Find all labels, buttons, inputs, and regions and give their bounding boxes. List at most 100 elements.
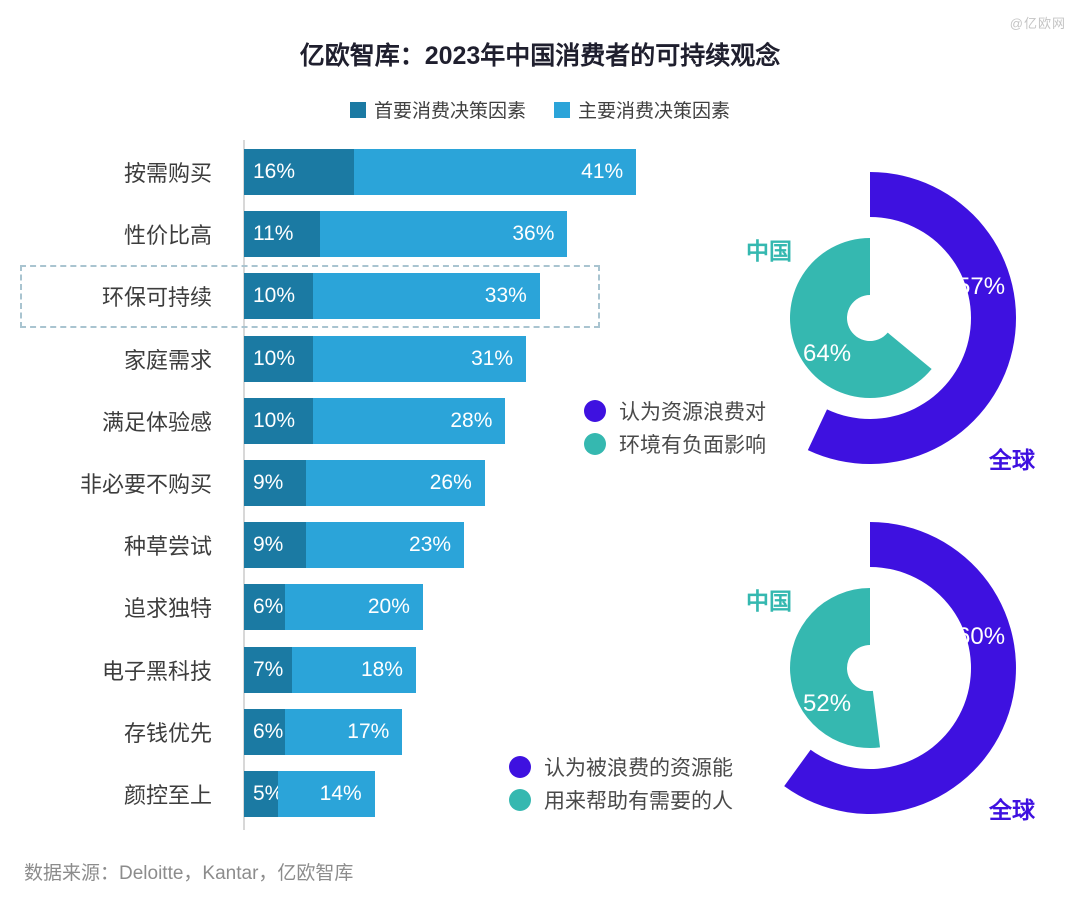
global-dot-icon: [584, 400, 606, 422]
bar-rows: 按需购买 16% 41% 性价比高 11% 36% 环保可持续 10% 33% 家庭需求 10% 31…: [0, 141, 660, 825]
legend-item-primary: 首要消费决策因素: [349, 96, 526, 123]
primary-segment: 10%: [244, 273, 313, 320]
global-ring: [784, 522, 1016, 814]
donut-1-legend-line-1: 认为资源浪费对: [619, 401, 766, 424]
primary-value-label: 10%: [253, 284, 296, 308]
category-label: 颜控至上: [123, 782, 212, 808]
donut-1-global-label: 全球: [989, 447, 1035, 473]
donut-2-legend: 认为被浪费的资源能 用来帮助有需要的人: [509, 752, 733, 815]
stacked-bar: 6% 20%: [244, 584, 423, 631]
secondary-segment: 28%: [312, 397, 506, 444]
primary-value-label: 6%: [253, 719, 284, 743]
category-label: 满足体验感: [101, 409, 212, 435]
primary-segment: 7%: [244, 646, 293, 693]
data-source: 数据来源：Deloitte，Kantar，亿欧智库: [24, 863, 354, 884]
donut-1-legend-row-1: 认为资源浪费对: [584, 396, 766, 426]
category-label: 非必要不购买: [79, 472, 212, 498]
donut-1-legend: 认为资源浪费对 环境有负面影响: [584, 396, 766, 459]
primary-value-label: 6%: [253, 595, 284, 619]
donut-2-legend-row-1: 认为被浪费的资源能: [509, 752, 733, 782]
primary-value-label: 11%: [253, 222, 294, 246]
donut-2-china-label: 中国: [746, 588, 792, 614]
china-dot-icon: [584, 433, 606, 455]
stacked-bar: 5% 14%: [244, 770, 375, 817]
primary-segment: 10%: [244, 397, 313, 444]
secondary-value-label: 18%: [360, 657, 403, 681]
primary-legend-label: 首要消费决策因素: [373, 101, 526, 122]
category-label: 环保可持续: [101, 285, 212, 311]
donut-chart-2: 中国 60% 52% 全球: [710, 508, 1035, 828]
primary-value-label: 7%: [253, 657, 284, 681]
page-title: 亿欧智库：2023年中国消费者的可持续观念: [299, 42, 781, 70]
stacked-bar: 11% 36%: [244, 211, 568, 258]
donut-2-svg: [784, 522, 1016, 814]
primary-legend-swatch-icon: [349, 101, 366, 118]
secondary-value-label: 23%: [409, 533, 452, 557]
secondary-segment: 17%: [285, 708, 403, 755]
secondary-legend-swatch-icon: [554, 101, 570, 118]
bar-chart-legend: 首要消费决策因素 主要消费决策因素: [0, 96, 1080, 123]
bar-row: 性价比高 11% 36%: [0, 203, 660, 265]
primary-value-label: 9%: [253, 471, 284, 495]
category-label: 追求独特: [123, 596, 212, 622]
primary-segment: 11%: [244, 211, 320, 258]
bar-row: 按需购买 16% 41%: [0, 141, 660, 203]
secondary-value-label: 28%: [450, 408, 493, 432]
donut-1-svg: [789, 172, 1017, 464]
secondary-value-label: 33%: [484, 284, 527, 308]
bar-row: 种草尝试 9% 23%: [0, 514, 660, 576]
donut-2-legend-line-1: 认为被浪费的资源能: [544, 757, 733, 780]
secondary-segment: 18%: [292, 646, 416, 693]
global-ring: [807, 172, 1017, 464]
donut-2-global-value: 60%: [957, 623, 1006, 650]
primary-value-label: 16%: [253, 160, 296, 184]
secondary-value-label: 26%: [429, 471, 472, 495]
bar-row: 电子黑科技 7% 18%: [0, 639, 660, 701]
stacked-bar: 16% 41%: [244, 149, 637, 196]
secondary-segment: 20%: [285, 584, 423, 631]
donut-1-legend-line-2: 环境有负面影响: [619, 434, 766, 457]
primary-value-label: 10%: [253, 408, 296, 432]
primary-value-label: 5%: [253, 781, 284, 805]
bar-row: 颜控至上 5% 14%: [0, 763, 660, 825]
donut-2-legend-line-2: 用来帮助有需要的人: [544, 790, 733, 813]
primary-segment: 9%: [244, 460, 306, 507]
secondary-value-label: 31%: [471, 346, 514, 370]
category-label: 性价比高: [123, 223, 212, 249]
secondary-value-label: 36%: [512, 222, 555, 246]
primary-segment: 6%: [244, 584, 286, 631]
secondary-legend-label: 主要消费决策因素: [578, 101, 731, 122]
bar-row: 追求独特 6% 20%: [0, 576, 660, 638]
donut-2-china-value: 52%: [803, 690, 852, 717]
secondary-value-label: 41%: [581, 160, 624, 184]
category-label: 家庭需求: [123, 347, 212, 373]
primary-segment: 10%: [244, 335, 313, 382]
legend-item-secondary: 主要消费决策因素: [554, 96, 730, 123]
primary-segment: 16%: [244, 149, 355, 196]
stacked-bar: 10% 31%: [244, 335, 527, 382]
secondary-segment: 36%: [319, 211, 568, 258]
stacked-bar: 10% 28%: [244, 397, 506, 444]
stacked-bar: 6% 17%: [244, 708, 403, 755]
bar-row: 存钱优先 6% 17%: [0, 701, 660, 763]
bar-row: 家庭需求 10% 31%: [0, 328, 660, 390]
bar-row: 非必要不购买 9% 26%: [0, 452, 660, 514]
donut-1-global-value: 57%: [957, 273, 1006, 300]
primary-value-label: 9%: [253, 533, 284, 557]
bar-row: 满足体验感 10% 28%: [0, 390, 660, 452]
secondary-segment: 26%: [305, 460, 485, 507]
category-label: 存钱优先: [123, 720, 212, 746]
watermark: @亿欧网: [1009, 16, 1066, 31]
donut-1-legend-row-2: 环境有负面影响: [584, 429, 766, 459]
secondary-segment: 41%: [354, 149, 637, 196]
global-dot-icon: [509, 756, 531, 778]
stacked-bar: 9% 26%: [244, 460, 485, 507]
secondary-segment: 14%: [278, 770, 375, 817]
primary-value-label: 10%: [253, 346, 296, 370]
china-ring: [790, 588, 881, 748]
stacked-bar: 10% 33%: [244, 273, 540, 320]
primary-segment: 6%: [244, 708, 286, 755]
donut-1-china-label: 中国: [746, 238, 792, 264]
donut-2-legend-row-2: 用来帮助有需要的人: [509, 785, 733, 815]
